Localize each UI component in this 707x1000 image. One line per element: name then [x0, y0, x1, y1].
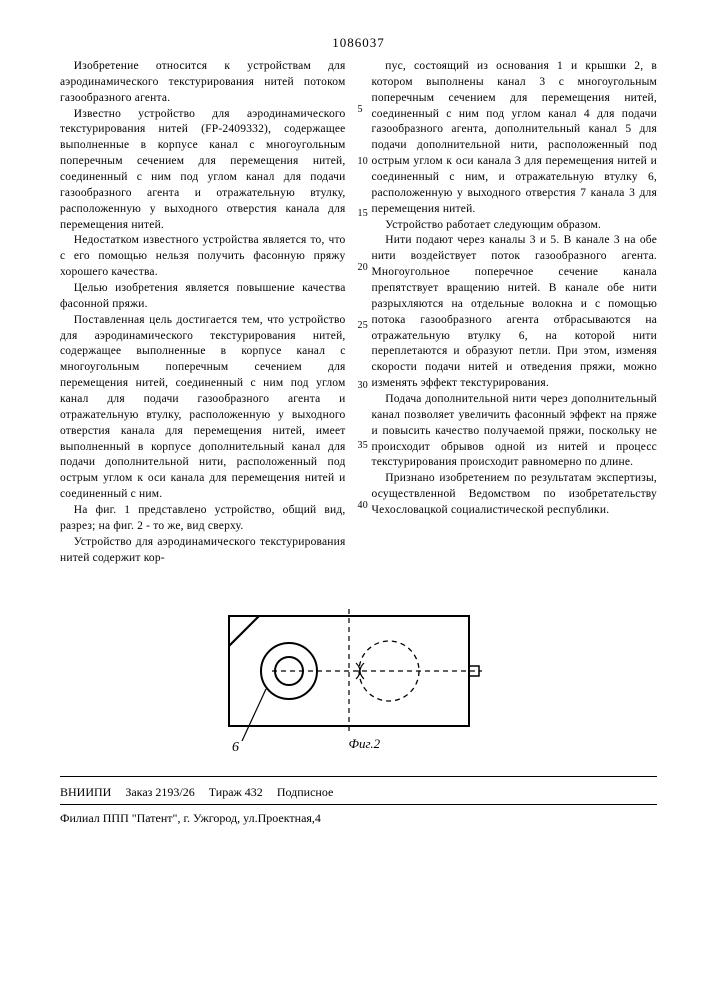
- line-number: 15: [358, 207, 368, 221]
- footer-sub: Подписное: [277, 785, 334, 800]
- figure-2: 6 Фиг.2: [214, 581, 504, 756]
- body-paragraph: Целью изобретения является повышение кач…: [60, 281, 346, 313]
- line-number: 30: [358, 379, 368, 393]
- figure-caption: Фиг.2: [349, 736, 381, 752]
- body-paragraph: Нити подают через каналы 3 и 5. В канале…: [372, 233, 658, 392]
- device-corner: [229, 616, 259, 646]
- line-number: 40: [358, 499, 368, 513]
- label-6: 6: [232, 740, 239, 755]
- right-column: 510152025303540 пус, состоящий из основа…: [372, 59, 658, 567]
- line-number: 20: [358, 261, 368, 275]
- document-number: 1086037: [60, 35, 657, 51]
- body-paragraph: Изобретение относится к устройствам для …: [60, 59, 346, 107]
- footer-order: Заказ 2193/26: [125, 785, 194, 800]
- body-paragraph: Устройство для аэродинамического текстур…: [60, 535, 346, 567]
- footer-tirazh: Тираж 432: [209, 785, 263, 800]
- line-number: 5: [358, 103, 363, 117]
- left-column: Изобретение относится к устройствам для …: [60, 59, 346, 567]
- body-paragraph: Подача дополнительной нити через дополни…: [372, 392, 658, 471]
- footer-address: Филиал ППП "Патент", г. Ужгород, ул.Прое…: [60, 804, 657, 826]
- body-paragraph: Поставленная цель достигается тем, что у…: [60, 313, 346, 503]
- footer-org: ВНИИПИ: [60, 785, 111, 800]
- imprint-footer: ВНИИПИ Заказ 2193/26 Тираж 432 Подписное…: [60, 776, 657, 826]
- bushing-inner: [275, 657, 303, 685]
- body-paragraph: пус, состоящий из основания 1 и крышки 2…: [372, 59, 658, 218]
- line-number: 35: [358, 439, 368, 453]
- leader-6: [242, 689, 266, 741]
- body-paragraph: Известно устройство для аэродинамическог…: [60, 107, 346, 234]
- body-paragraph: На фиг. 1 представлено устройство, общий…: [60, 503, 346, 535]
- body-paragraph: Недостатком известного устройства являет…: [60, 233, 346, 281]
- body-columns: Изобретение относится к устройствам для …: [60, 59, 657, 567]
- body-paragraph: Признано изобретением по результатам экс…: [372, 471, 658, 519]
- line-number: 10: [358, 155, 368, 169]
- line-number: 25: [358, 319, 368, 333]
- body-paragraph: Устройство работает следующим образом.: [372, 218, 658, 234]
